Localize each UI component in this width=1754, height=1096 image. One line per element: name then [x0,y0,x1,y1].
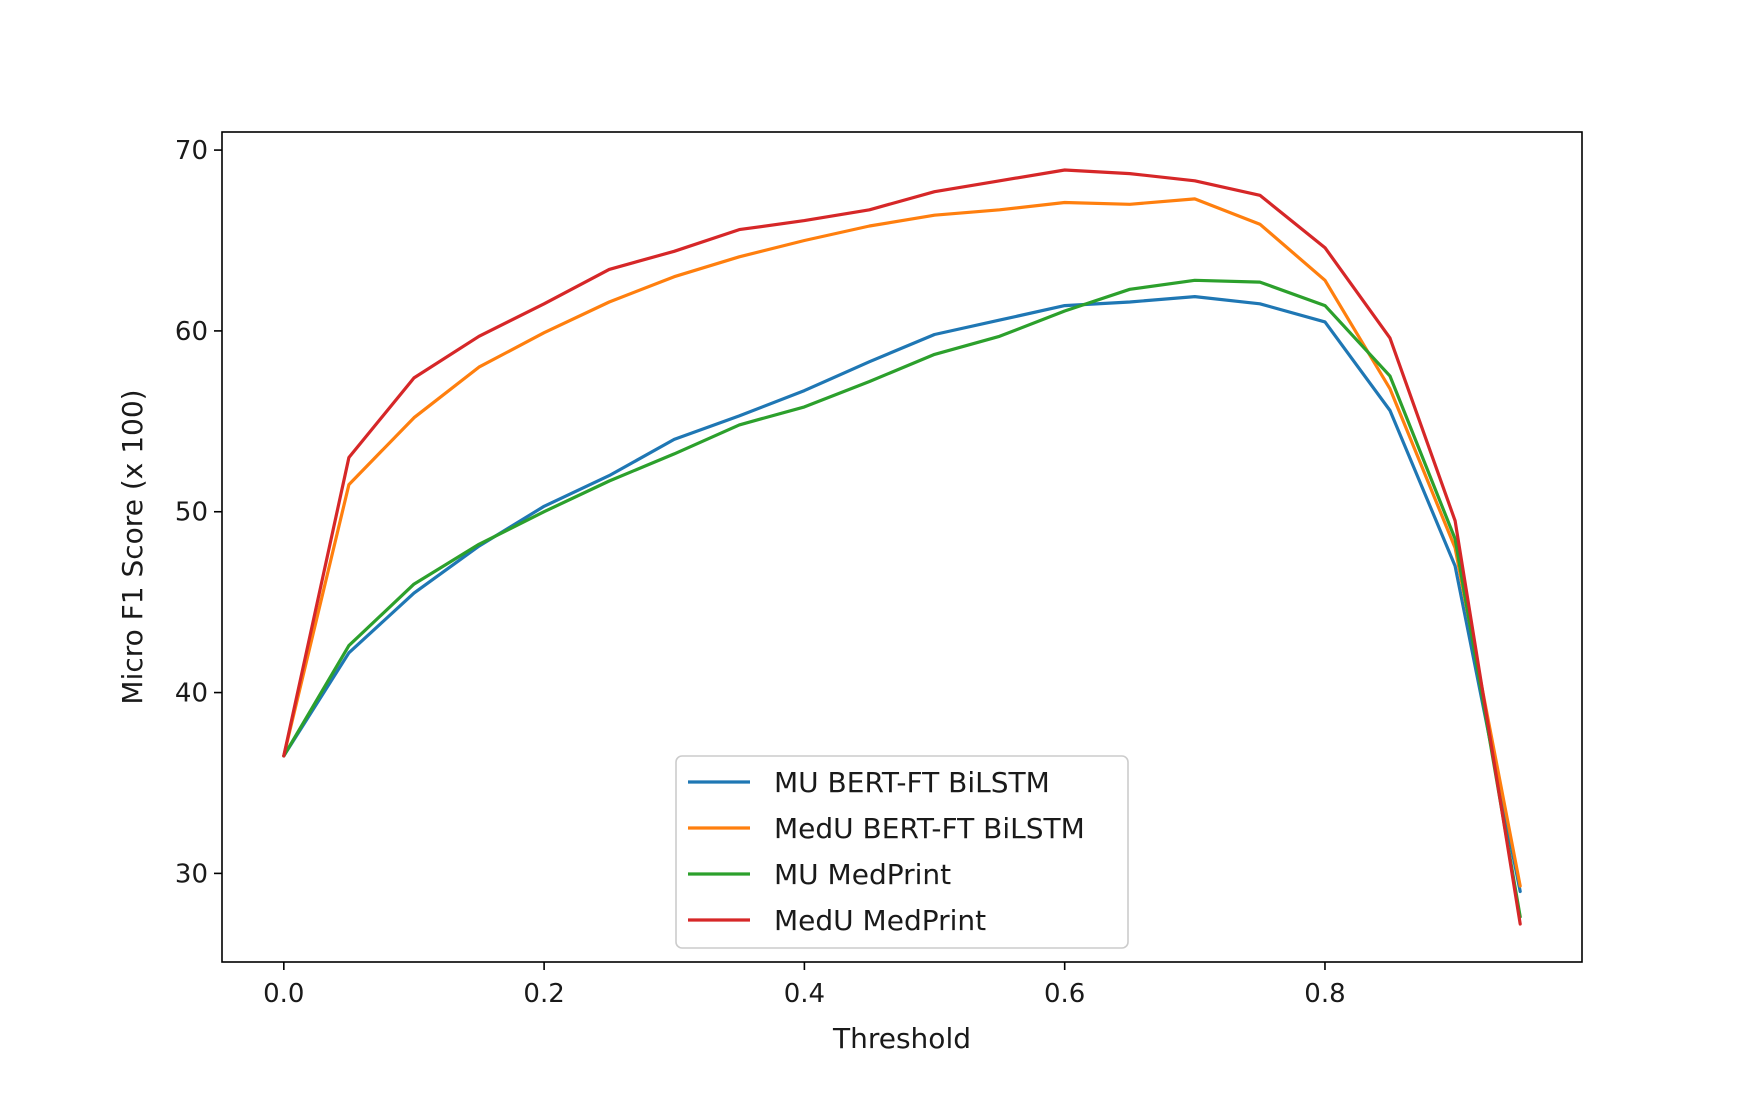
series-line-4 [282,168,1522,926]
x-tick-label: 0.4 [784,979,825,1009]
x-axis-label: Threshold [832,1022,971,1055]
legend-label: MedU MedPrint [774,904,986,937]
y-tick-label: 60 [175,317,208,347]
series-line-3 [282,278,1522,919]
x-tick-label: 0.0 [263,979,304,1009]
legend-label: MU BERT-FT BiLSTM [774,766,1050,799]
x-tick-label: 0.6 [1044,979,1085,1009]
y-tick-label: 40 [175,679,208,709]
y-tick-label: 30 [175,859,208,889]
y-axis-label: Micro F1 Score (x 100) [116,389,149,704]
x-tick-label: 0.8 [1304,979,1345,1009]
y-axis: 30 40 50 60 70 [175,136,222,889]
legend-label: MU MedPrint [774,858,951,891]
x-tick-label: 0.2 [523,979,564,1009]
legend-box [675,755,1129,949]
y-tick-label: 70 [175,136,208,166]
legend-label: MedU BERT-FT BiLSTM [774,812,1085,845]
x-axis: 0.0 0.2 0.4 0.6 0.8 [263,962,1346,1009]
series-layer [282,168,1522,926]
plot-frame [221,131,1583,963]
y-tick-label: 50 [175,498,208,528]
legend: MU BERT-FT BiLSTM MedU BERT-FT BiLSTM MU M… [675,755,1129,949]
series-line-2 [282,197,1522,888]
